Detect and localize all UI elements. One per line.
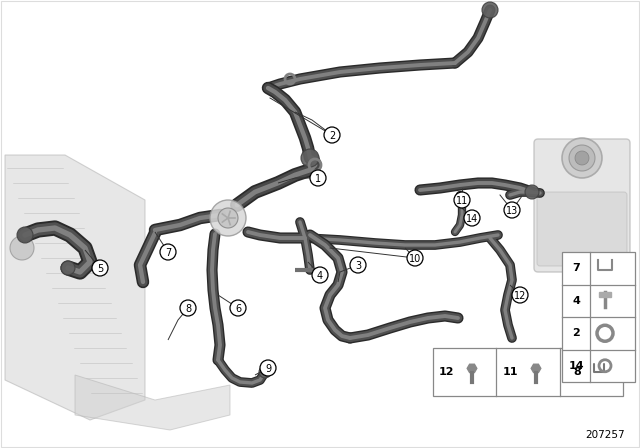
Text: 11: 11 xyxy=(456,195,468,206)
Text: 207257: 207257 xyxy=(586,430,625,440)
Text: 2: 2 xyxy=(572,328,580,338)
Text: 14: 14 xyxy=(466,214,478,224)
Circle shape xyxy=(464,210,480,226)
Circle shape xyxy=(525,185,539,199)
Text: 11: 11 xyxy=(502,367,518,377)
Circle shape xyxy=(259,366,271,378)
Circle shape xyxy=(504,202,520,218)
Text: 6: 6 xyxy=(235,303,241,314)
Circle shape xyxy=(454,192,470,208)
Circle shape xyxy=(218,208,238,228)
Polygon shape xyxy=(5,155,145,420)
Text: 9: 9 xyxy=(265,363,271,374)
Circle shape xyxy=(512,287,528,303)
Text: 8: 8 xyxy=(573,367,581,377)
FancyBboxPatch shape xyxy=(534,139,630,272)
Text: 7: 7 xyxy=(165,247,171,258)
Text: 1: 1 xyxy=(315,173,321,184)
Text: 12: 12 xyxy=(514,290,526,301)
Circle shape xyxy=(61,261,75,275)
Circle shape xyxy=(575,151,589,165)
Circle shape xyxy=(301,149,319,167)
Circle shape xyxy=(312,267,328,283)
Circle shape xyxy=(407,250,423,266)
Circle shape xyxy=(260,360,276,376)
Circle shape xyxy=(569,145,595,171)
Circle shape xyxy=(92,260,108,276)
Circle shape xyxy=(10,236,34,260)
Text: 4: 4 xyxy=(572,296,580,306)
Text: 13: 13 xyxy=(506,206,518,215)
Circle shape xyxy=(482,2,498,18)
Circle shape xyxy=(17,227,33,243)
Text: 2: 2 xyxy=(329,130,335,141)
Circle shape xyxy=(310,170,326,186)
Text: 12: 12 xyxy=(438,367,454,377)
Circle shape xyxy=(350,257,366,273)
Circle shape xyxy=(180,300,196,316)
Polygon shape xyxy=(599,292,611,297)
Circle shape xyxy=(230,300,246,316)
Circle shape xyxy=(160,244,176,260)
Polygon shape xyxy=(531,364,541,373)
Text: 3: 3 xyxy=(355,260,361,271)
Text: 10: 10 xyxy=(409,254,421,263)
Text: 14: 14 xyxy=(568,361,584,371)
Text: 8: 8 xyxy=(185,303,191,314)
Bar xyxy=(433,348,623,396)
Text: 4: 4 xyxy=(317,271,323,280)
Circle shape xyxy=(210,200,246,236)
Polygon shape xyxy=(75,375,230,430)
Text: 7: 7 xyxy=(572,263,580,273)
FancyBboxPatch shape xyxy=(537,192,627,266)
Circle shape xyxy=(562,138,602,178)
Circle shape xyxy=(324,127,340,143)
Polygon shape xyxy=(467,364,477,373)
Bar xyxy=(562,252,635,382)
Text: 5: 5 xyxy=(97,263,103,273)
